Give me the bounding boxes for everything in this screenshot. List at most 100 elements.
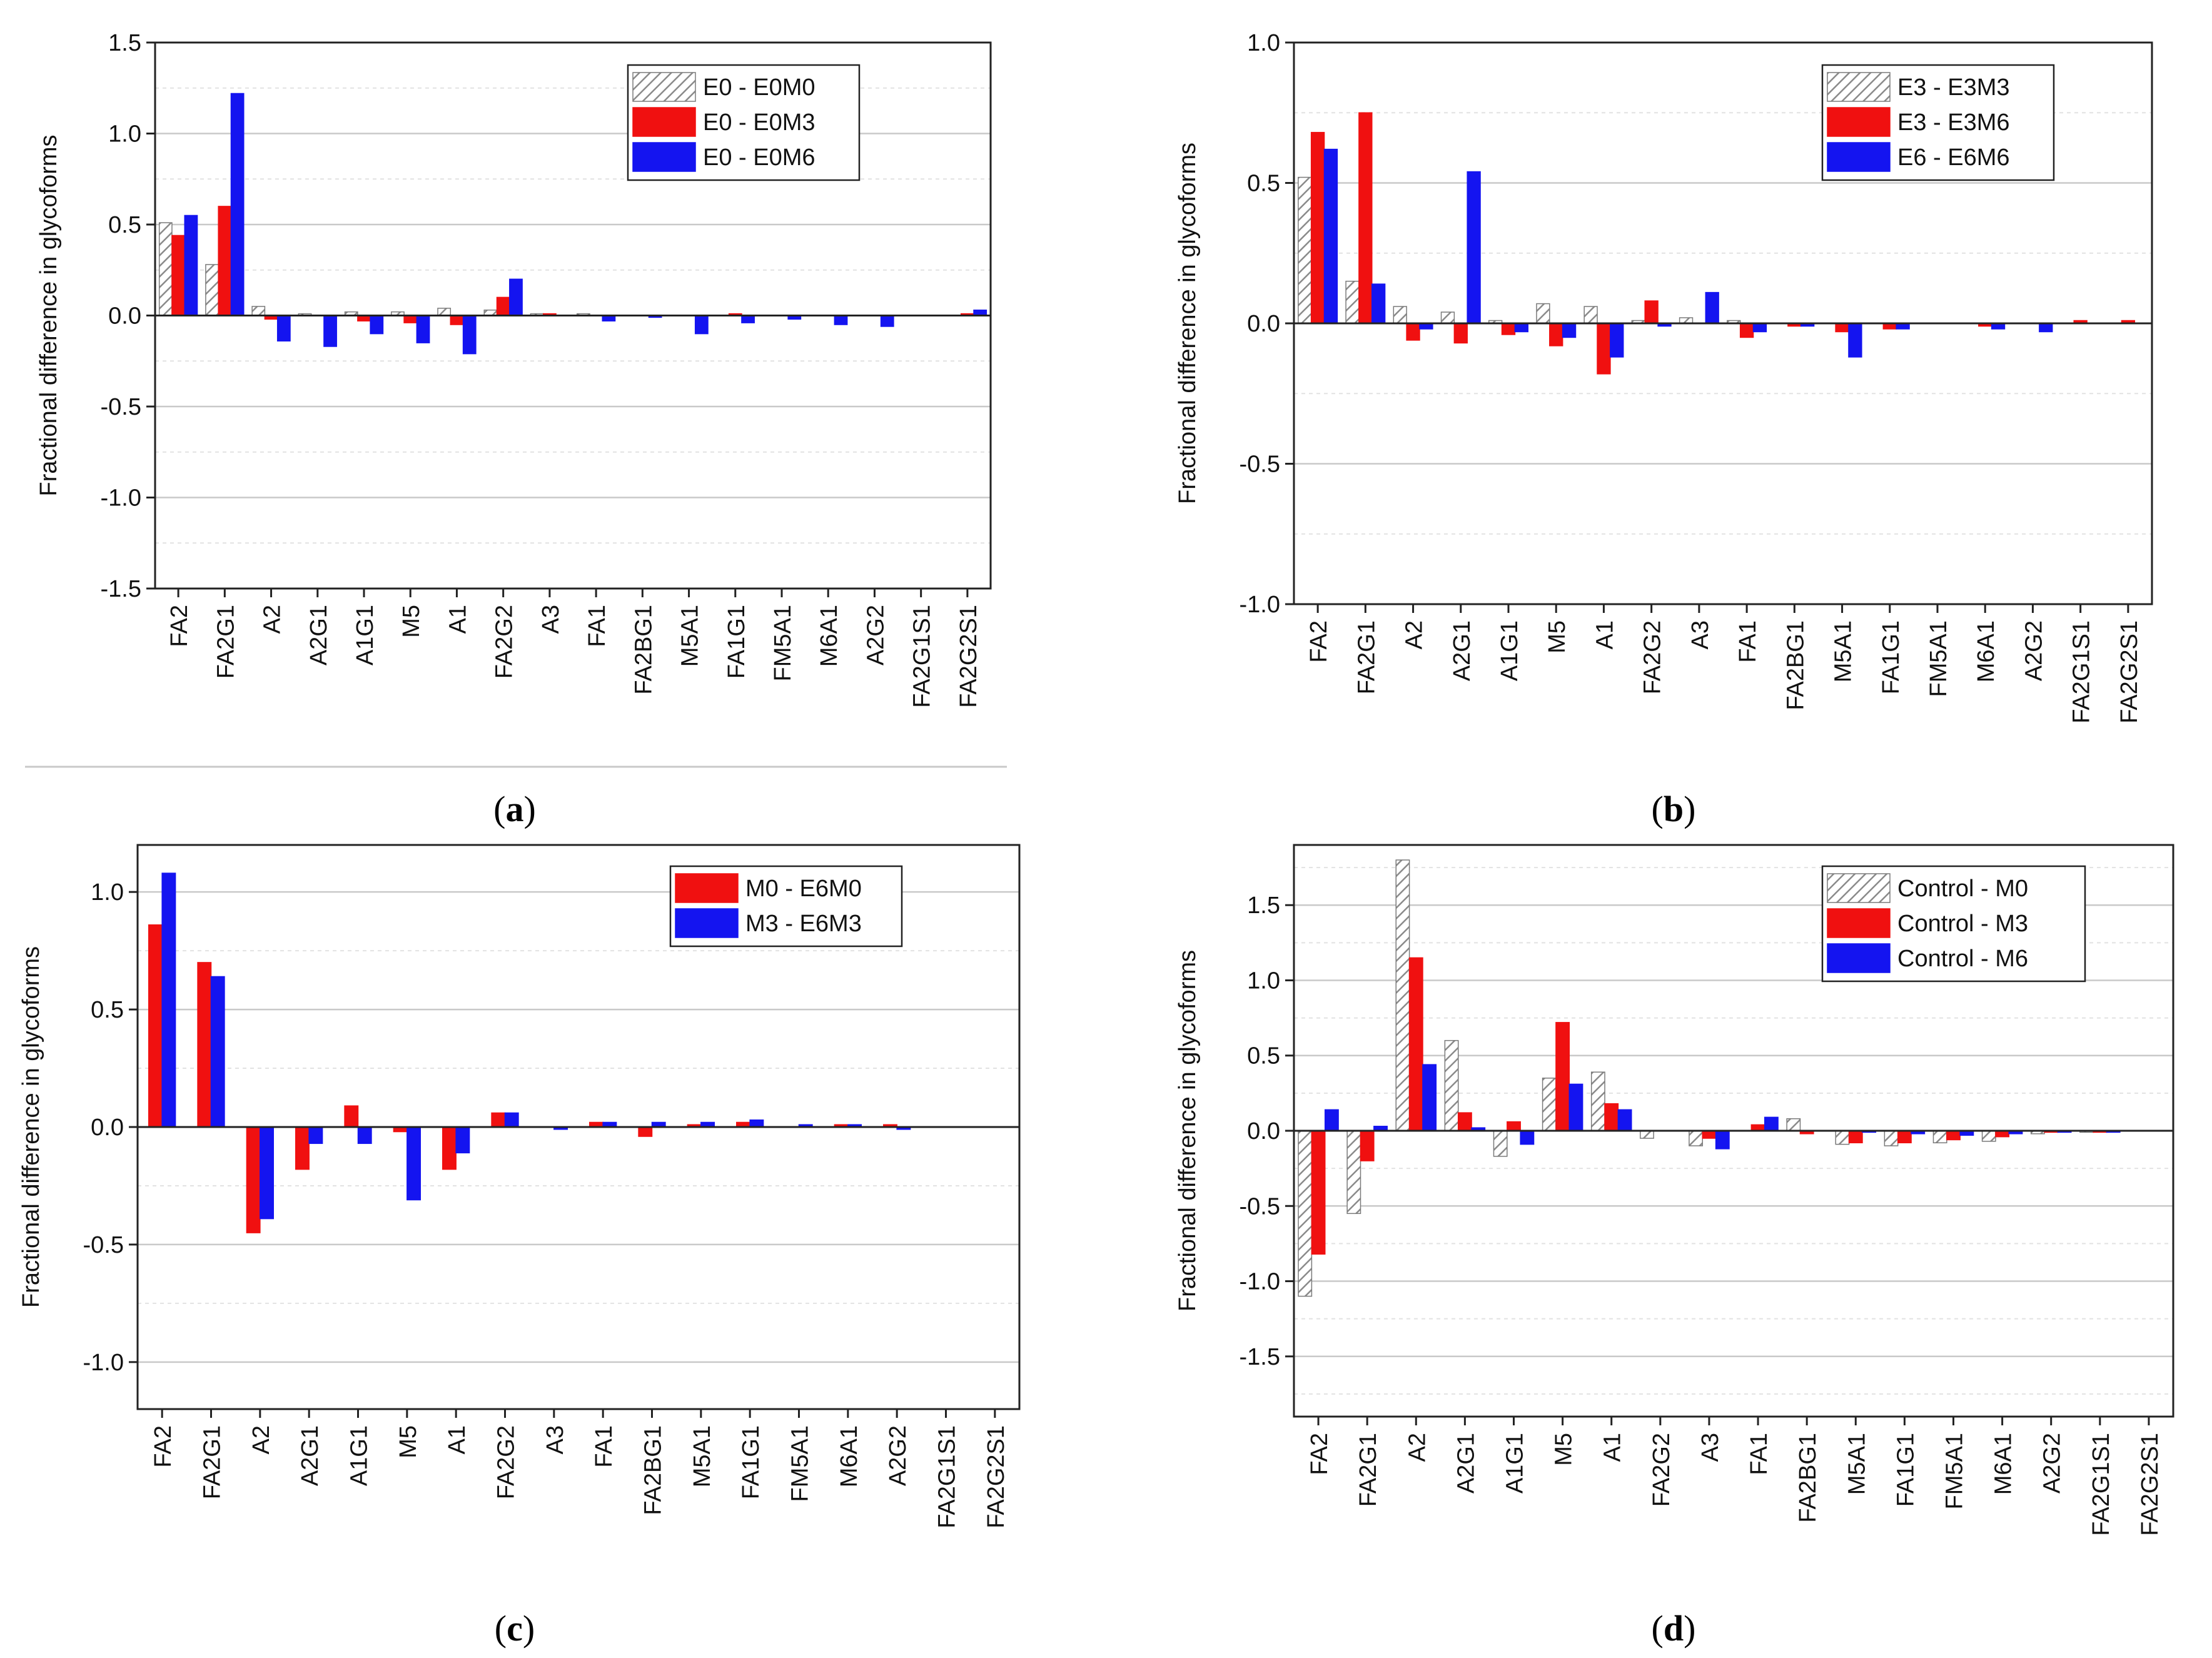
x-tick-label-fa1: FA1 [1735,620,1761,663]
legend: M0 - E6M0 M3 - E6M3 [669,865,903,948]
bar-e0-e0m6-a2g2 [880,315,894,327]
x-tick-label-fa2g1s1: FA2G1S1 [2069,620,2095,724]
x-tick-label-m6a1: M6A1 [836,1425,862,1487]
legend-label: E6 - E6M6 [1897,144,2010,171]
plot-frame [1293,844,2174,1418]
bar-control-m6-a1g1 [1520,1130,1535,1145]
bar-m0-e6m0-a1g1 [344,1105,359,1128]
caption-open-paren: ( [1652,1608,1664,1649]
x-tick-label-fa1: FA1 [584,605,610,647]
x-tick-label-m6a1: M6A1 [1991,1433,2017,1495]
x-tick-label-fa2g2s1: FA2G2S1 [2137,1433,2163,1536]
bar-control-m3-m5 [1555,1022,1570,1131]
bar-e0-e0m3-fa2g2 [496,296,510,316]
caption-close-paren: ) [524,789,536,829]
x-tick-label-a1g1: A1G1 [346,1425,373,1486]
caption-letter: a [506,789,524,829]
caption-close-paren: ) [1684,1608,1695,1649]
bar-control-m0-m6a1 [1981,1130,1996,1142]
x-tick-label-a3: A3 [1697,1433,1724,1462]
bar-control-m6-fa1 [1764,1116,1779,1131]
bar-e3-e3m6-a1 [1597,323,1611,375]
bar-control-m0-a1 [1590,1071,1605,1131]
y-tick-label: -0.5 [101,394,141,420]
legend-label: E0 - E0M6 [703,144,816,171]
bar-control-m3-fa2 [1311,1130,1326,1255]
bar-m3-e6m3-fa2 [161,872,176,1128]
y-tick-label: 0.5 [108,212,141,238]
bar-e3-e3m3-a1 [1583,306,1598,324]
legend-label: E0 - E0M0 [703,74,816,101]
legend-swatch [1827,943,1891,973]
y-tick-label: 1.5 [1247,892,1280,919]
bar-e3-e3m6-a2g1 [1453,323,1468,344]
x-tick-label-a2g1: A2G1 [306,605,332,665]
bar-e3-e3m6-a1g1 [1501,323,1516,335]
bar-e0-e0m6-fa2g2 [509,278,523,316]
bar-e6-e6m6-a3 [1705,291,1719,324]
x-tick-label-fa2bg1: FA2BG1 [1782,620,1809,710]
legend-label: M0 - E6M0 [745,876,862,902]
x-tick-label-fa2g1s1: FA2G1S1 [934,1425,961,1529]
bar-m3-e6m3-fa1g1 [749,1119,764,1128]
y-axis-title: Fractional difference in glycoforms [36,135,62,497]
x-tick-label-a2g1: A2G1 [1449,620,1475,681]
bar-m3-e6m3-a2g1 [308,1126,323,1145]
x-tick-label-fa2g2: FA2G2 [1649,1433,1675,1507]
x-tick-label-a3: A3 [538,605,564,634]
bar-e0-e0m6-fa2g1 [230,93,245,316]
bar-m3-e6m3-m5 [407,1126,421,1201]
bar-e0-e0m6-m5a1 [694,315,709,335]
y-axis-title: Fractional difference in glycoforms [1174,143,1201,504]
caption-close-paren: ) [523,1608,535,1649]
legend-swatch [1827,107,1891,137]
y-tick-label: 0.5 [1247,171,1280,197]
x-tick-label-a2: A2 [1401,620,1428,649]
bar-control-m6-a2 [1422,1064,1437,1131]
bar-e0-e0m6-a2 [276,315,291,341]
x-tick-label-fa2g2s1: FA2G2S1 [983,1425,1009,1529]
x-tick-label-fa2: FA2 [150,1425,176,1468]
y-tick-label: 0.0 [108,303,141,330]
bar-e3-e3m6-fa2 [1310,131,1325,324]
bar-control-m0-fa2bg1 [1786,1118,1801,1131]
bar-e0-e0m6-a2g1 [323,315,337,347]
legend-label: Control - M6 [1897,946,2028,972]
bar-control-m3-a1g1 [1507,1121,1521,1131]
legend-label: M3 - E6M3 [745,911,862,937]
y-tick-label: 0.5 [1247,1043,1280,1069]
plot-frame [1293,41,2153,605]
bar-control-m3-a2g1 [1457,1112,1472,1131]
bar-e0-e0m6-fa2 [184,215,198,316]
legend-swatch [632,107,696,137]
x-tick-label-fa1g1: FA1G1 [1892,1433,1919,1507]
y-tick-label: 0.0 [1247,1118,1280,1145]
x-tick-label-a2g2: A2G2 [2021,620,2047,681]
x-tick-label-m5a1: M5A1 [1831,620,1857,682]
x-tick-label-m5a1: M5A1 [677,605,704,667]
y-tick-label: 0.5 [91,997,124,1023]
x-tick-label-m5: M5 [398,605,425,638]
panel-caption: (a) [493,789,536,829]
chart-panel-a: -1.5 -1.0 -0.5 0.0 0.5 1.0 1.5 FA2 FA2G1 A2 A2G1 A1… [36,30,992,829]
bar-control-m6-a3 [1715,1130,1730,1150]
bar-m0-e6m0-a2 [246,1126,261,1233]
bar-e3-e3m6-a2 [1406,323,1420,341]
y-axis-title: Fractional difference in glycoforms [1174,950,1201,1312]
legend-swatch [675,873,739,903]
bar-control-m0-a3 [1689,1130,1704,1146]
legend-label: Control - M3 [1897,911,2028,937]
bar-control-m3-fa1g1 [1897,1130,1912,1143]
bar-e6-e6m6-a1 [1610,323,1624,358]
bar-e0-e0m6-m5 [416,315,430,343]
bar-e3-e3m3-a2g1 [1440,311,1455,324]
x-tick-label-fa2g1: FA2G1 [1355,1433,1381,1507]
caption-close-paren: ) [1684,789,1695,829]
x-tick-label-a2g1: A2G1 [297,1425,323,1486]
legend-swatch [1827,142,1891,172]
bar-control-m6-fa2 [1324,1109,1339,1131]
y-tick-label: -0.5 [1240,452,1280,478]
